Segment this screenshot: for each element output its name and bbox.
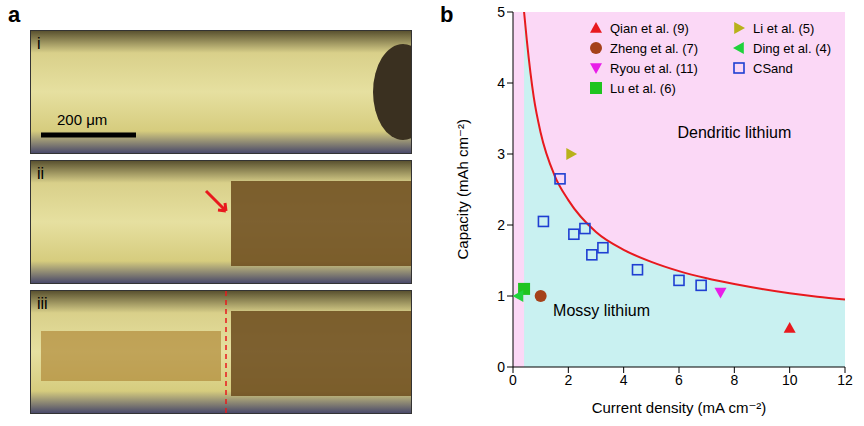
svg-text:Mossy lithium: Mossy lithium (553, 302, 650, 319)
svg-text:Capacity (mAh cm⁻²): Capacity (mAh cm⁻²) (454, 119, 471, 259)
html-text:iii: iii (37, 295, 48, 312)
html-text:200 μm: 200 μm (57, 111, 108, 128)
svg-text:1: 1 (497, 288, 505, 304)
svg-text:6: 6 (675, 372, 683, 388)
svg-text:10: 10 (782, 372, 798, 388)
html-text:Lu et al. (6): Lu et al. (6) (610, 80, 676, 96)
svg-text:3: 3 (497, 146, 505, 162)
svg-text:12: 12 (837, 372, 853, 388)
html-text:a: a (8, 2, 21, 27)
html-text:Qian et al. (9): Qian et al. (9) (610, 20, 689, 36)
svg-text:2: 2 (497, 217, 505, 233)
svg-text:4: 4 (620, 372, 628, 388)
html-text:Li et al. (5): Li et al. (5) (753, 20, 815, 36)
svg-text:0: 0 (497, 359, 505, 375)
svg-text:2: 2 (564, 372, 572, 388)
svg-text:4: 4 (497, 75, 505, 91)
html-text:Zheng et al. (7): Zheng et al. (7) (610, 40, 699, 56)
svg-text:0: 0 (509, 372, 517, 388)
html-text:i: i (37, 35, 41, 52)
html-text:ii: ii (37, 165, 45, 182)
svg-text:Dendritic lithium: Dendritic lithium (677, 124, 791, 141)
svg-text:5: 5 (497, 4, 505, 20)
html-text:Ryou et al. (11): Ryou et al. (11) (610, 60, 698, 76)
html-text:Ding et al. (4): Ding et al. (4) (753, 40, 831, 56)
html-text:b: b (440, 2, 454, 27)
svg-text:Current density (mA cm⁻²): Current density (mA cm⁻²) (592, 399, 767, 416)
svg-text:8: 8 (730, 372, 738, 388)
html-text:CSand: CSand (753, 60, 793, 76)
